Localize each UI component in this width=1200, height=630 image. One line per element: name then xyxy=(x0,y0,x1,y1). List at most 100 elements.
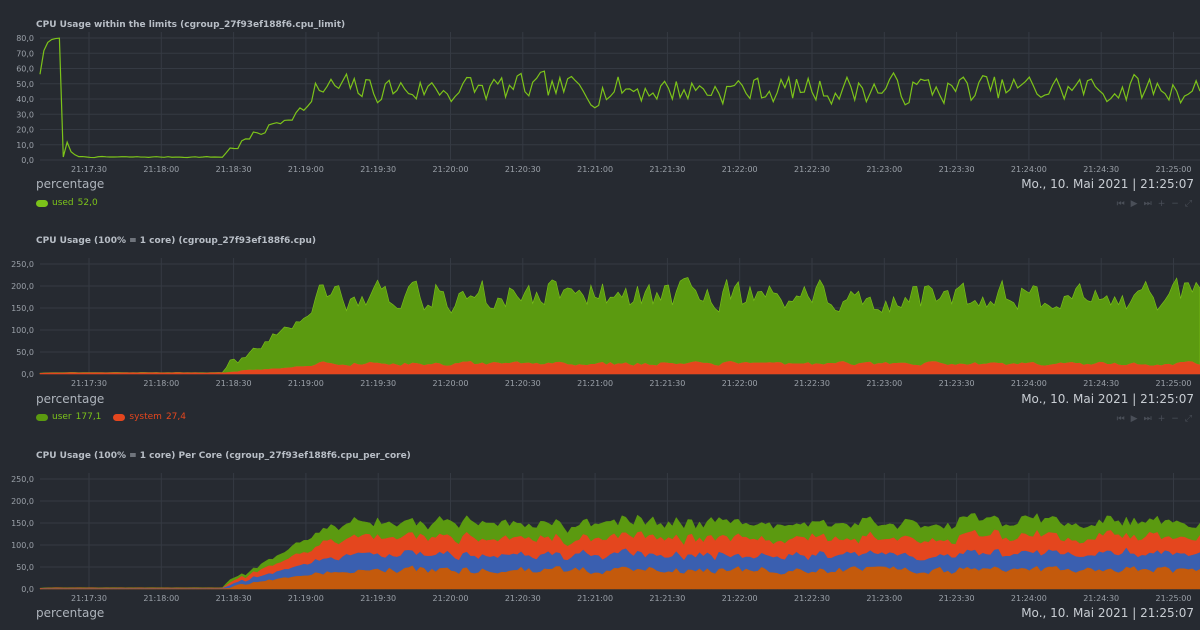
x-tick-label: 21:22:00 xyxy=(722,165,758,174)
plot-area[interactable]: 0,0 50,0 100,0 150,0 200,0 250,0 21:17:30 21:18… xyxy=(0,449,1200,609)
datetime-label: Mo., 10. Mai 2021 | 21:25:07 xyxy=(1021,606,1194,620)
x-tick-label: 21:19:30 xyxy=(360,165,396,174)
pan-left-icon[interactable]: ⏮ xyxy=(1116,199,1125,209)
y-tick-label: 50,0 xyxy=(16,348,34,357)
zoom-out-icon[interactable]: − xyxy=(1171,414,1179,424)
legend: user 177,1 system 27,4 xyxy=(36,412,186,422)
x-tick-label: 21:23:30 xyxy=(939,165,975,174)
x-tick-label: 21:20:30 xyxy=(505,379,541,388)
units-label: percentage xyxy=(36,392,105,406)
zoom-out-icon[interactable]: − xyxy=(1171,199,1179,209)
y-tick-label: 0,0 xyxy=(21,156,34,165)
x-tick-label: 21:20:00 xyxy=(433,379,469,388)
x-tick-label: 21:17:30 xyxy=(71,165,107,174)
units-label: percentage xyxy=(36,606,105,620)
x-tick-label: 21:22:30 xyxy=(794,379,830,388)
plot-area[interactable]: 0,0 50,0 100,0 150,0 200,0 250,0 21:17:30 21:18… xyxy=(0,234,1200,394)
x-tick-label: 21:24:30 xyxy=(1083,594,1119,603)
resize-icon[interactable]: ⤢ xyxy=(1184,199,1192,209)
y-tick-label: 250,0 xyxy=(11,475,34,484)
x-tick-label: 21:19:30 xyxy=(360,379,396,388)
y-tick-label: 30,0 xyxy=(16,110,34,119)
x-tick-label: 21:21:00 xyxy=(577,165,613,174)
chart-controls: ⏮ ▶ ⏭ + − ⤢ xyxy=(1117,199,1192,209)
x-tick-label: 21:19:30 xyxy=(360,594,396,603)
x-tick-label: 21:20:30 xyxy=(505,165,541,174)
x-tick-label: 21:17:30 xyxy=(71,594,107,603)
legend-item-system[interactable]: system 27,4 xyxy=(113,412,186,422)
chart-title: CPU Usage (100% = 1 core) (cgroup_27f93e… xyxy=(36,236,317,246)
chart-cpu-per-core: CPU Usage (100% = 1 core) Per Core (cgro… xyxy=(0,449,1200,630)
x-tick-label: 21:18:00 xyxy=(143,379,179,388)
x-tick-label: 21:21:30 xyxy=(649,379,685,388)
x-tick-label: 21:23:30 xyxy=(939,379,975,388)
series-area-user xyxy=(39,277,1200,374)
zoom-in-icon[interactable]: + xyxy=(1157,199,1166,209)
pan-right-icon[interactable]: ⏭ xyxy=(1143,414,1152,424)
chart-title: CPU Usage (100% = 1 core) Per Core (cgro… xyxy=(36,451,411,461)
chart-cpu-limit: CPU Usage within the limits (cgroup_27f9… xyxy=(0,0,1200,215)
x-tick-label: 21:19:00 xyxy=(288,379,324,388)
x-tick-label: 21:25:00 xyxy=(1156,165,1192,174)
x-tick-label: 21:25:00 xyxy=(1156,379,1192,388)
zoom-in-icon[interactable]: + xyxy=(1157,414,1166,424)
y-tick-label: 200,0 xyxy=(11,497,34,506)
x-tick-label: 21:24:00 xyxy=(1011,594,1047,603)
x-tick-label: 21:18:30 xyxy=(216,594,252,603)
y-tick-label: 150,0 xyxy=(11,304,34,313)
x-tick-label: 21:17:30 xyxy=(71,379,107,388)
legend-name: user xyxy=(52,412,72,422)
chart-cpu: CPU Usage (100% = 1 core) (cgroup_27f93e… xyxy=(0,234,1200,434)
x-tick-label: 21:20:00 xyxy=(433,165,469,174)
pan-left-icon[interactable]: ⏮ xyxy=(1116,414,1125,424)
x-tick-label: 21:21:30 xyxy=(649,165,685,174)
chart-controls: ⏮ ▶ ⏭ + − ⤢ xyxy=(1117,414,1192,424)
y-tick-label: 100,0 xyxy=(11,326,34,335)
y-tick-label: 150,0 xyxy=(11,519,34,528)
x-tick-label: 21:23:00 xyxy=(866,165,902,174)
play-icon[interactable]: ▶ xyxy=(1130,414,1138,424)
x-tick-label: 21:24:30 xyxy=(1083,165,1119,174)
y-tick-label: 50,0 xyxy=(16,563,34,572)
datetime-label: Mo., 10. Mai 2021 | 21:25:07 xyxy=(1021,392,1194,406)
pan-right-icon[interactable]: ⏭ xyxy=(1143,199,1152,209)
series-area-core-0 xyxy=(39,565,1200,590)
x-tick-label: 21:22:00 xyxy=(722,594,758,603)
legend-value: 52,0 xyxy=(77,198,98,208)
legend-name: used xyxy=(52,198,74,208)
x-tick-label: 21:25:00 xyxy=(1156,594,1192,603)
x-tick-label: 21:19:00 xyxy=(288,594,324,603)
x-tick-label: 21:18:30 xyxy=(216,379,252,388)
y-tick-label: 50,0 xyxy=(16,80,34,89)
play-icon[interactable]: ▶ xyxy=(1130,199,1138,209)
plot-area[interactable]: 0,0 10,0 20,0 30,0 40,0 50,0 60,0 70,0 80,0 21:17… xyxy=(0,0,1200,180)
x-tick-label: 21:19:00 xyxy=(288,165,324,174)
legend-swatch xyxy=(113,413,126,421)
legend: used 52,0 xyxy=(36,198,98,208)
x-tick-label: 21:21:00 xyxy=(577,594,613,603)
x-tick-label: 21:20:30 xyxy=(505,594,541,603)
y-tick-label: 20,0 xyxy=(16,126,34,135)
x-tick-label: 21:22:30 xyxy=(794,165,830,174)
x-tick-label: 21:20:00 xyxy=(433,594,469,603)
x-tick-label: 21:24:00 xyxy=(1011,165,1047,174)
x-tick-label: 21:23:00 xyxy=(866,594,902,603)
y-tick-label: 80,0 xyxy=(16,34,34,43)
y-tick-label: 0,0 xyxy=(21,370,34,379)
legend-item-user[interactable]: user 177,1 xyxy=(36,412,101,422)
x-tick-label: 21:18:00 xyxy=(143,165,179,174)
legend-name: system xyxy=(129,412,162,422)
series-area-system xyxy=(39,360,1200,375)
y-tick-label: 70,0 xyxy=(16,49,34,58)
x-tick-label: 21:22:00 xyxy=(722,379,758,388)
legend-item-used[interactable]: used 52,0 xyxy=(36,198,98,208)
resize-icon[interactable]: ⤢ xyxy=(1184,414,1192,424)
x-tick-label: 21:18:30 xyxy=(216,165,252,174)
y-tick-label: 100,0 xyxy=(11,541,34,550)
legend-value: 177,1 xyxy=(75,412,102,422)
y-tick-label: 250,0 xyxy=(11,260,34,269)
y-tick-label: 0,0 xyxy=(21,585,34,594)
y-tick-label: 10,0 xyxy=(16,141,34,150)
datetime-label: Mo., 10. Mai 2021 | 21:25:07 xyxy=(1021,177,1194,191)
series-line-used xyxy=(39,37,1200,159)
